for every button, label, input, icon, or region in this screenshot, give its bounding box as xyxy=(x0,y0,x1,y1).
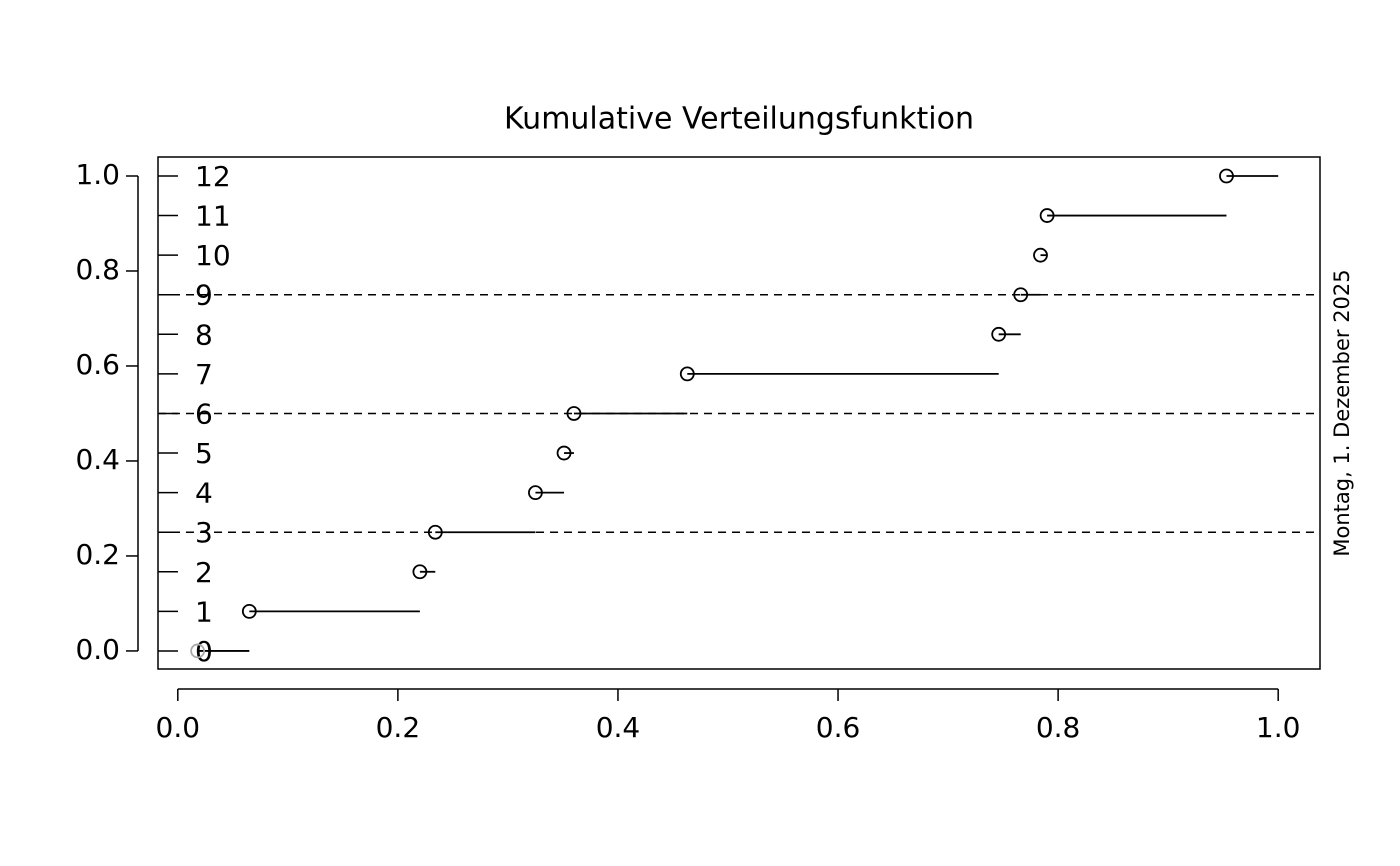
step-point xyxy=(1013,287,1029,303)
step-point xyxy=(528,485,543,501)
y-tick-label: 0.4 xyxy=(75,443,120,476)
step-point xyxy=(412,564,428,580)
step-label: 5 xyxy=(195,437,213,470)
step-point xyxy=(1039,208,1055,223)
side-note: Montag, 1. Dezember 2025 xyxy=(1330,269,1354,556)
y-tick-label: 1.0 xyxy=(75,158,120,191)
step-point xyxy=(190,643,206,659)
step-point xyxy=(679,366,695,382)
step-point xyxy=(566,406,582,421)
step-point xyxy=(427,524,443,540)
x-tick-label: 0.0 xyxy=(156,711,201,744)
step-label: 2 xyxy=(195,556,213,589)
x-tick-label: 0.2 xyxy=(376,711,421,744)
x-tick-label: 0.8 xyxy=(1036,711,1081,744)
step-label: 6 xyxy=(195,397,213,430)
step-label: 11 xyxy=(195,200,231,233)
step-label: 10 xyxy=(195,239,231,272)
step-label: 9 xyxy=(195,279,213,312)
step-label: 3 xyxy=(195,516,213,549)
x-tick-label: 0.4 xyxy=(596,711,641,744)
y-tick-label: 0.2 xyxy=(75,538,120,571)
step-point xyxy=(1033,247,1048,263)
x-tick-label: 1.0 xyxy=(1256,711,1301,744)
y-tick-label: 0.8 xyxy=(75,253,120,286)
step-point xyxy=(1219,168,1234,184)
step-label: 7 xyxy=(195,358,213,391)
y-tick-label: 0.6 xyxy=(75,348,120,381)
step-label: 4 xyxy=(195,477,213,510)
step-point xyxy=(556,445,572,461)
step-point xyxy=(241,603,257,619)
step-label: 8 xyxy=(195,318,213,351)
step-label: 12 xyxy=(195,160,231,193)
y-tick-label: 0.0 xyxy=(75,633,120,666)
x-tick-label: 0.6 xyxy=(816,711,861,744)
step-label: 1 xyxy=(195,595,213,628)
chart-title: Kumulative Verteilungsfunktion xyxy=(504,102,974,137)
step-point xyxy=(991,326,1007,342)
